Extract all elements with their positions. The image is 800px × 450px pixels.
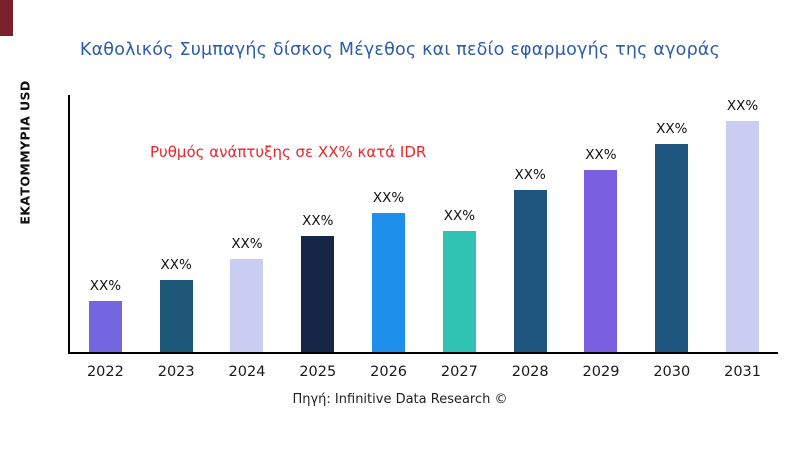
bar-group-2024: XX% 2024	[212, 95, 282, 380]
bar	[88, 300, 122, 352]
bar-value-label: XX%	[656, 120, 688, 137]
x-tick-label: 2026	[370, 364, 408, 380]
bar	[442, 231, 476, 352]
plot-area: XX% 2022 XX% 2023 XX% 2024 XX% 2025 XX% 2026 XX% 20…	[68, 95, 778, 380]
bar-value-label: XX%	[231, 236, 263, 253]
bar-group-2026: XX% 2026	[354, 95, 424, 380]
bar	[372, 213, 406, 352]
x-tick-label: 2024	[228, 364, 266, 380]
x-tick-label: 2022	[86, 364, 124, 380]
bar	[584, 169, 618, 352]
chart-title: Καθολικός Συμπαγής δίσκος Μέγεθος και πε…	[79, 40, 721, 60]
source-attribution: Πηγή: Infinitive Data Research ©	[292, 392, 508, 407]
bar-group-2023: XX% 2023	[141, 95, 211, 380]
x-tick-label: 2029	[582, 364, 620, 380]
bar	[655, 143, 689, 352]
bar-group-2029: XX% 2029	[566, 95, 636, 380]
y-axis-label-container: ΕΚΑΤΟΜΜΥΡΙΑ USD	[14, 62, 36, 242]
bar-series: XX% 2022 XX% 2023 XX% 2024 XX% 2025 XX% 2026 XX% 20…	[70, 95, 778, 380]
bar-value-label: XX%	[372, 190, 405, 207]
bar	[159, 280, 193, 352]
bar-group-2025: XX% 2025	[283, 95, 353, 380]
growth-rate-annotation: Ρυθμός ανάπτυξης σε XX% κατά IDR	[150, 143, 427, 161]
bar-value-label: XX%	[726, 97, 759, 114]
bar	[726, 120, 760, 352]
bar-value-label: XX%	[443, 208, 476, 225]
bar-value-label: XX%	[89, 277, 122, 294]
bar-group-2027: XX% 2027	[424, 95, 494, 380]
x-tick-label: 2030	[653, 364, 691, 380]
x-tick-label: 2025	[299, 364, 337, 380]
bar-group-2031: XX% 2031	[708, 95, 778, 380]
bar-value-label: XX%	[514, 167, 546, 184]
x-tick-label: 2028	[511, 364, 549, 380]
bar	[513, 190, 547, 352]
bar-value-label: XX%	[302, 213, 334, 230]
x-tick-label: 2031	[724, 364, 762, 380]
bar-group-2030: XX% 2030	[637, 95, 707, 380]
brand-corner-mark	[0, 0, 13, 36]
bar-group-2022: XX% 2022	[70, 95, 140, 380]
x-tick-label: 2023	[157, 364, 195, 380]
x-tick-label: 2027	[440, 364, 478, 380]
bar	[301, 236, 335, 352]
y-axis-label: ΕΚΑΤΟΜΜΥΡΙΑ USD	[17, 79, 33, 225]
bar-value-label: XX%	[160, 257, 192, 274]
bar-group-2028: XX% 2028	[495, 95, 565, 380]
bar	[230, 259, 264, 352]
bar-value-label: XX%	[585, 146, 617, 163]
